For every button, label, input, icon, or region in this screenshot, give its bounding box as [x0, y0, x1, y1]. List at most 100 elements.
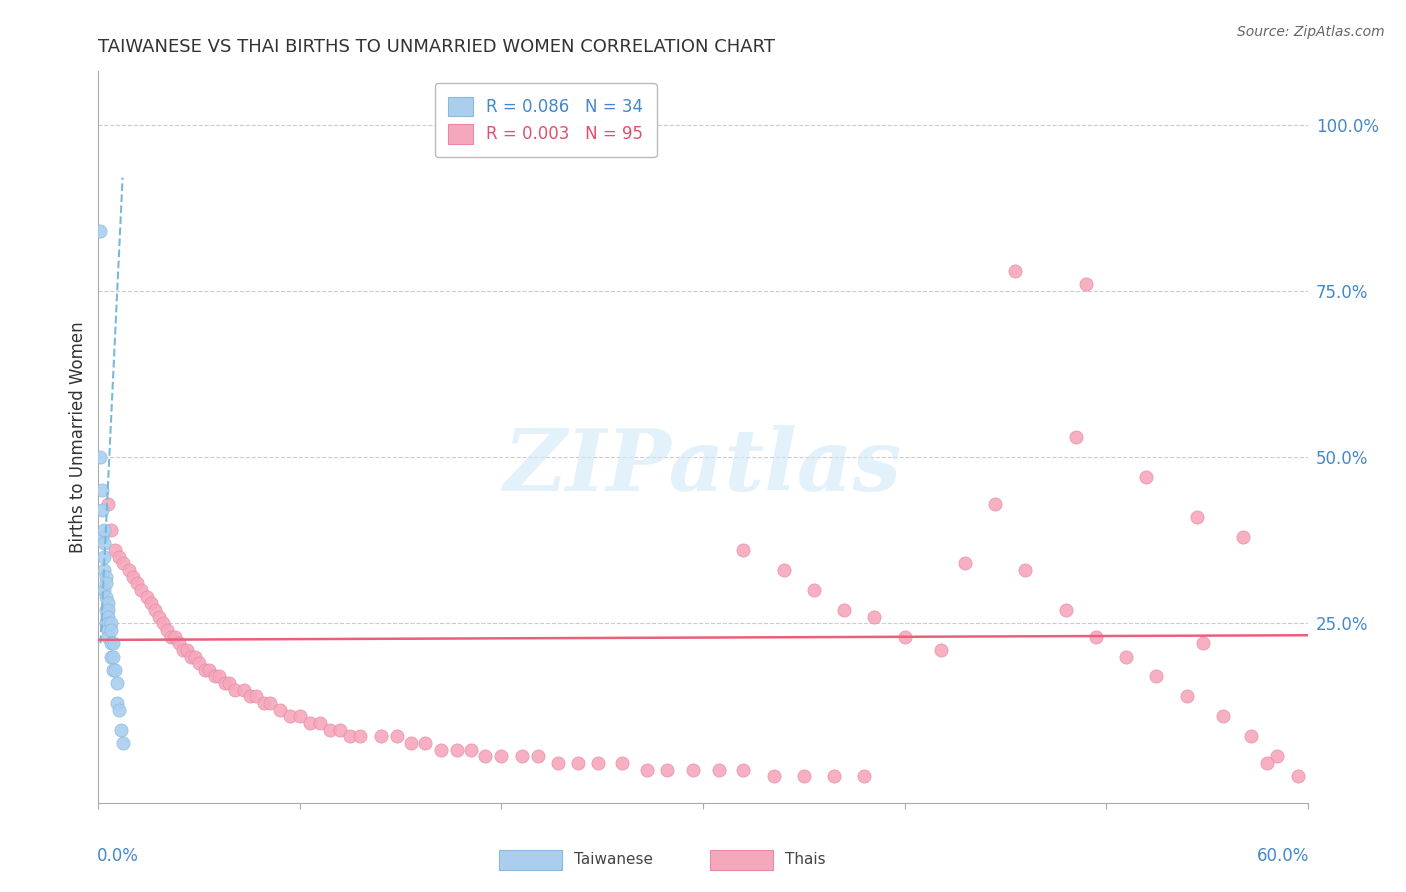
Point: [1286, 769, 1309, 783]
Point: [121, 570, 143, 584]
Point: [1240, 729, 1263, 743]
Point: [100, 523, 122, 537]
Point: [1135, 470, 1157, 484]
Point: [460, 742, 482, 756]
Text: Taiwanese: Taiwanese: [574, 853, 652, 867]
Text: Source: ZipAtlas.com: Source: ZipAtlas.com: [1237, 25, 1385, 39]
Point: [399, 736, 422, 750]
Point: [259, 696, 281, 710]
Point: [101, 636, 124, 650]
Point: [93, 549, 115, 564]
Point: [125, 576, 148, 591]
Point: [105, 676, 128, 690]
Text: TAIWANESE VS THAI BIRTHS TO UNMARRIED WOMEN CORRELATION CHART: TAIWANESE VS THAI BIRTHS TO UNMARRIED WO…: [98, 38, 776, 56]
Point: [107, 549, 129, 564]
Point: [278, 709, 301, 723]
Point: [319, 723, 342, 737]
Point: [793, 769, 815, 783]
Point: [129, 582, 152, 597]
Point: [329, 723, 352, 737]
Point: [194, 663, 217, 677]
Point: [1146, 669, 1168, 683]
Point: [100, 649, 122, 664]
Point: [100, 636, 122, 650]
Point: [707, 763, 730, 777]
Point: [823, 769, 845, 783]
Point: [135, 590, 157, 604]
Text: 0.0%: 0.0%: [97, 847, 139, 864]
Point: [430, 742, 453, 756]
Point: [772, 563, 794, 577]
Point: [152, 616, 174, 631]
Point: [218, 676, 240, 690]
Point: [91, 530, 114, 544]
Point: [97, 623, 120, 637]
Point: [1074, 277, 1097, 292]
Point: [93, 582, 115, 597]
Point: [93, 563, 115, 577]
Point: [103, 663, 125, 677]
Point: [929, 643, 952, 657]
Point: [232, 682, 254, 697]
Point: [984, 497, 1007, 511]
Point: [953, 557, 976, 571]
Point: [93, 536, 115, 550]
Point: [139, 596, 162, 610]
Point: [510, 749, 533, 764]
Point: [682, 763, 704, 777]
Y-axis label: Births to Unmarried Women: Births to Unmarried Women: [69, 321, 87, 553]
Point: [733, 763, 755, 777]
Point: [1185, 509, 1208, 524]
Point: [309, 716, 332, 731]
Point: [100, 616, 122, 631]
Point: [111, 557, 134, 571]
Point: [96, 603, 118, 617]
Text: ZIPatlas: ZIPatlas: [503, 425, 903, 508]
Point: [1085, 630, 1108, 644]
Point: [547, 756, 569, 770]
Point: [1175, 690, 1198, 704]
Point: [103, 543, 125, 558]
Point: [413, 736, 436, 750]
Point: [118, 563, 141, 577]
Point: [96, 570, 118, 584]
Point: [1115, 649, 1137, 664]
Point: [184, 649, 207, 664]
Point: [1232, 530, 1254, 544]
Point: [107, 703, 129, 717]
Point: [586, 756, 609, 770]
Point: [172, 643, 194, 657]
Point: [474, 749, 496, 764]
Point: [105, 696, 128, 710]
Point: [156, 623, 179, 637]
Point: [762, 769, 785, 783]
Point: [567, 756, 589, 770]
Point: [269, 703, 291, 717]
Point: [803, 582, 825, 597]
Point: [97, 603, 120, 617]
Point: [863, 609, 886, 624]
Point: [733, 543, 755, 558]
Point: [198, 663, 221, 677]
Point: [832, 603, 855, 617]
Point: [385, 729, 408, 743]
Point: [97, 616, 120, 631]
Point: [1256, 756, 1278, 770]
Point: [526, 749, 548, 764]
Point: [176, 643, 198, 657]
Point: [339, 729, 361, 743]
Point: [1191, 636, 1213, 650]
Point: [1014, 563, 1036, 577]
Point: [636, 763, 658, 777]
Point: [91, 483, 114, 498]
Point: [96, 590, 118, 604]
Text: 60.0%: 60.0%: [1257, 847, 1309, 864]
Point: [97, 609, 120, 624]
Point: [299, 716, 322, 731]
Point: [893, 630, 915, 644]
Point: [93, 523, 115, 537]
Point: [288, 709, 311, 723]
Point: [239, 690, 262, 704]
Point: [89, 450, 111, 464]
Point: [208, 669, 231, 683]
